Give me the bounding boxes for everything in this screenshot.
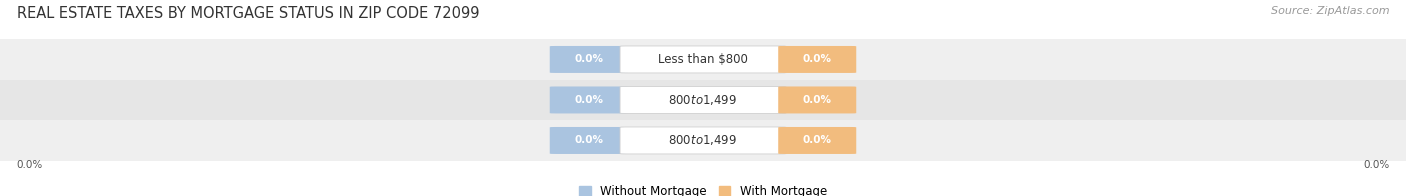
- Text: REAL ESTATE TAXES BY MORTGAGE STATUS IN ZIP CODE 72099: REAL ESTATE TAXES BY MORTGAGE STATUS IN …: [17, 6, 479, 21]
- Text: 0.0%: 0.0%: [803, 135, 832, 145]
- Text: 0.0%: 0.0%: [803, 54, 832, 64]
- Bar: [0, 120, 1406, 161]
- Text: 0.0%: 0.0%: [803, 95, 832, 105]
- Text: 0.0%: 0.0%: [574, 95, 603, 105]
- Text: $800 to $1,499: $800 to $1,499: [668, 133, 738, 147]
- Text: $800 to $1,499: $800 to $1,499: [668, 93, 738, 107]
- Text: 0.0%: 0.0%: [17, 160, 44, 170]
- FancyBboxPatch shape: [620, 127, 786, 154]
- FancyBboxPatch shape: [779, 46, 856, 73]
- Text: 0.0%: 0.0%: [1362, 160, 1389, 170]
- FancyBboxPatch shape: [779, 86, 856, 113]
- Text: 0.0%: 0.0%: [574, 135, 603, 145]
- Text: Less than $800: Less than $800: [658, 53, 748, 66]
- FancyBboxPatch shape: [779, 127, 856, 154]
- FancyBboxPatch shape: [550, 127, 627, 154]
- Bar: [0, 39, 1406, 80]
- Legend: Without Mortgage, With Mortgage: Without Mortgage, With Mortgage: [574, 180, 832, 196]
- FancyBboxPatch shape: [620, 46, 786, 73]
- FancyBboxPatch shape: [550, 86, 627, 113]
- FancyBboxPatch shape: [550, 46, 627, 73]
- Text: Source: ZipAtlas.com: Source: ZipAtlas.com: [1271, 6, 1389, 16]
- Text: 0.0%: 0.0%: [574, 54, 603, 64]
- FancyBboxPatch shape: [620, 86, 786, 113]
- Bar: [0, 80, 1406, 120]
